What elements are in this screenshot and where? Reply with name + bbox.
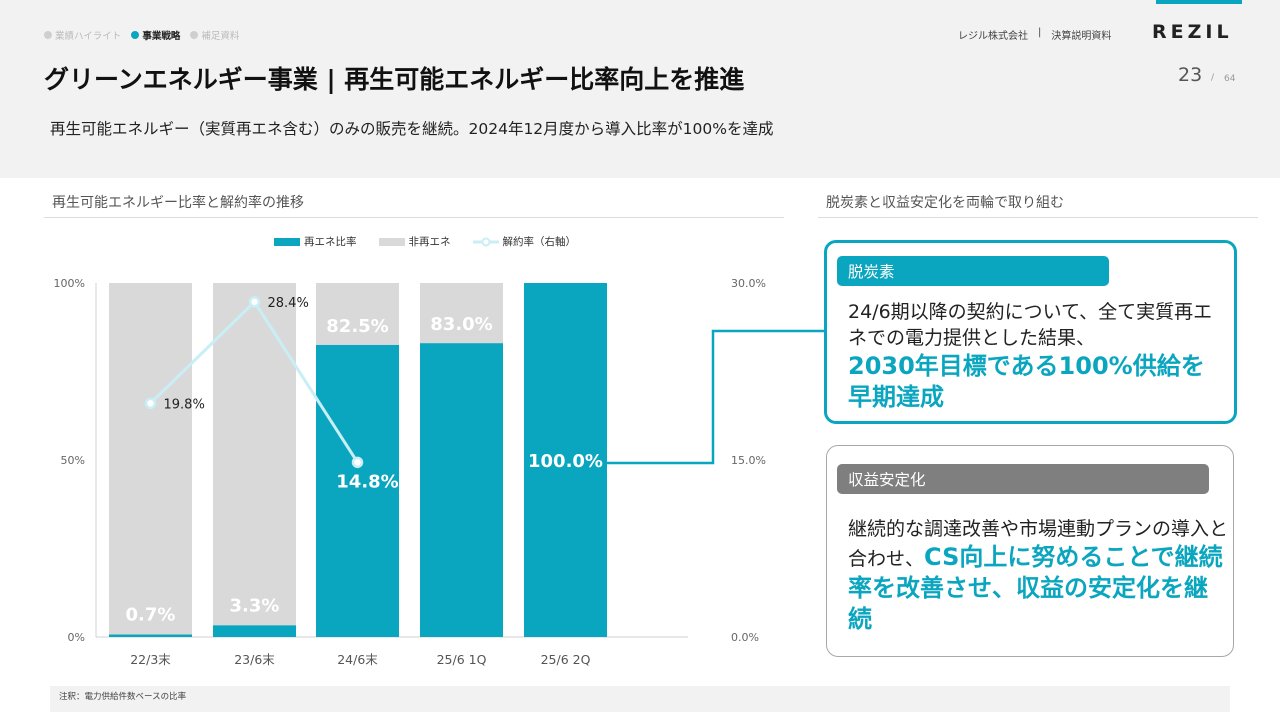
accent-bar (1156, 0, 1242, 4)
stability-text: 継続的な調達改善や市場連動プランの導入と合わせ、CS向上に努めることで継続率を改… (848, 516, 1228, 635)
section-nav: 業績ハイライト 事業戦略 補足資料 (44, 28, 245, 42)
connector-line (607, 329, 827, 465)
decarbonization-label: 脱炭素 (837, 256, 1109, 286)
page-title: グリーンエネルギー事業 | 再生可能エネルギー比率向上を推進 (44, 65, 745, 94)
y2-tick-label: 15.0% (731, 454, 766, 467)
nav-item-appendix[interactable]: 補足資料 (190, 28, 239, 42)
decarbonization-highlight: 2030年目標である100%供給を早期達成 (848, 352, 1205, 411)
churn-point (351, 456, 364, 469)
bar-nonrenewable (420, 283, 503, 344)
nav-dot-icon (190, 31, 199, 39)
legend-line-icon (472, 237, 499, 246)
bar-value-label: 100.0% (528, 451, 603, 472)
bar-value-label: 3.3% (230, 595, 280, 616)
chart-legend: 再エネ比率 非再エネ 解約率（右軸） (274, 234, 576, 249)
bar-value-label: 0.7% (126, 605, 176, 626)
rezil-logo: REZIL (1152, 21, 1233, 43)
decarbonization-text: 24/6期以降の契約について、全て実質再エネでの電力提供とした結果、 2030年… (848, 299, 1228, 413)
x-tick-label: 23/6末 (234, 652, 275, 667)
nav-dot-icon (44, 31, 52, 39)
legend-swatch (274, 237, 300, 246)
y-tick-label: 100% (54, 277, 85, 290)
churn-point (248, 296, 261, 308)
y-tick-label: 50% (61, 454, 85, 467)
bar-renewable (316, 344, 399, 637)
bar-nonrenewable (316, 283, 399, 345)
company-name: レジル株式会社 (958, 31, 1028, 42)
chart-section-heading: 再生可能エネルギー比率と解約率の推移 (44, 188, 784, 218)
nav-dot-icon (131, 31, 140, 39)
document-name: 決算説明資料 (1051, 31, 1112, 42)
nav-label: 補足資料 (201, 31, 240, 42)
footnote: 注釈：電力供給件数ベースの比率 (50, 686, 1230, 712)
bar-nonrenewable (213, 283, 296, 626)
churn-value-label: 28.4% (268, 296, 309, 311)
company-separator: | (1038, 27, 1042, 38)
legend-renewable: 再エネ比率 (274, 234, 357, 249)
bar-nonrenewable (109, 283, 192, 635)
x-tick-label: 22/3末 (130, 652, 171, 667)
legend-swatch (378, 237, 405, 246)
stability-box: 収益安定化 継続的な調達改善や市場連動プランの導入と合わせ、CS向上に努めること… (826, 445, 1234, 657)
page-separator: / (1211, 73, 1215, 83)
legend-nonrenewable: 非再エネ (378, 234, 451, 249)
page-total: 64 (1224, 74, 1236, 84)
x-tick-label: 24/6末 (337, 652, 378, 667)
header-band (0, 0, 1280, 178)
nav-label: 業績ハイライト (55, 31, 122, 42)
page-subtitle: 再生可能エネルギー（実質再エネ含む）のみの販売を継続。2024年12月度から導入… (50, 120, 774, 138)
nav-item-highlight[interactable]: 業績ハイライト (44, 28, 121, 42)
legend-label: 再エネ比率 (304, 236, 357, 248)
strategy-section-heading: 脱炭素と収益安定化を両輪で取り組む (818, 188, 1258, 218)
x-tick-label: 25/6 2Q (541, 652, 591, 667)
stability-body: 継続的な調達改善や市場連動プランの導入と合わせ、 (848, 518, 1229, 570)
y-tick-label: 0% (68, 631, 85, 644)
churn-value-label: 14.8% (336, 471, 398, 492)
nav-label: 事業戦略 (142, 31, 181, 42)
y2-tick-label: 0.0% (731, 631, 759, 644)
bar-renewable (524, 283, 607, 637)
legend-label: 非再エネ (408, 236, 451, 248)
page-number: 23 (1178, 64, 1203, 86)
company-info: レジル株式会社 | 決算説明資料 (958, 27, 1111, 42)
legend-churn: 解約率（右軸） (472, 234, 577, 249)
bar-renewable (213, 625, 296, 637)
nav-item-strategy[interactable]: 事業戦略 (131, 28, 180, 42)
legend-label: 解約率（右軸） (502, 236, 577, 248)
bar-value-label: 83.0% (430, 314, 492, 335)
decarbonization-body: 24/6期以降の契約について、全て実質再エネでの電力提供とした結果、 (848, 301, 1213, 349)
stability-label: 収益安定化 (837, 464, 1209, 494)
bar-value-label: 82.5% (326, 316, 388, 337)
churn-point (144, 397, 157, 410)
x-tick-label: 25/6 1Q (437, 652, 487, 667)
bar-renewable (420, 343, 503, 637)
decarbonization-box: 脱炭素 24/6期以降の契約について、全て実質再エネでの電力提供とした結果、 2… (824, 240, 1237, 424)
churn-value-label: 19.8% (164, 397, 205, 412)
y2-tick-label: 30.0% (731, 277, 766, 290)
bar-renewable (109, 634, 192, 637)
stability-highlight: CS向上に努めることで継続率を改善させ、収益の安定化を継続 (848, 543, 1223, 633)
